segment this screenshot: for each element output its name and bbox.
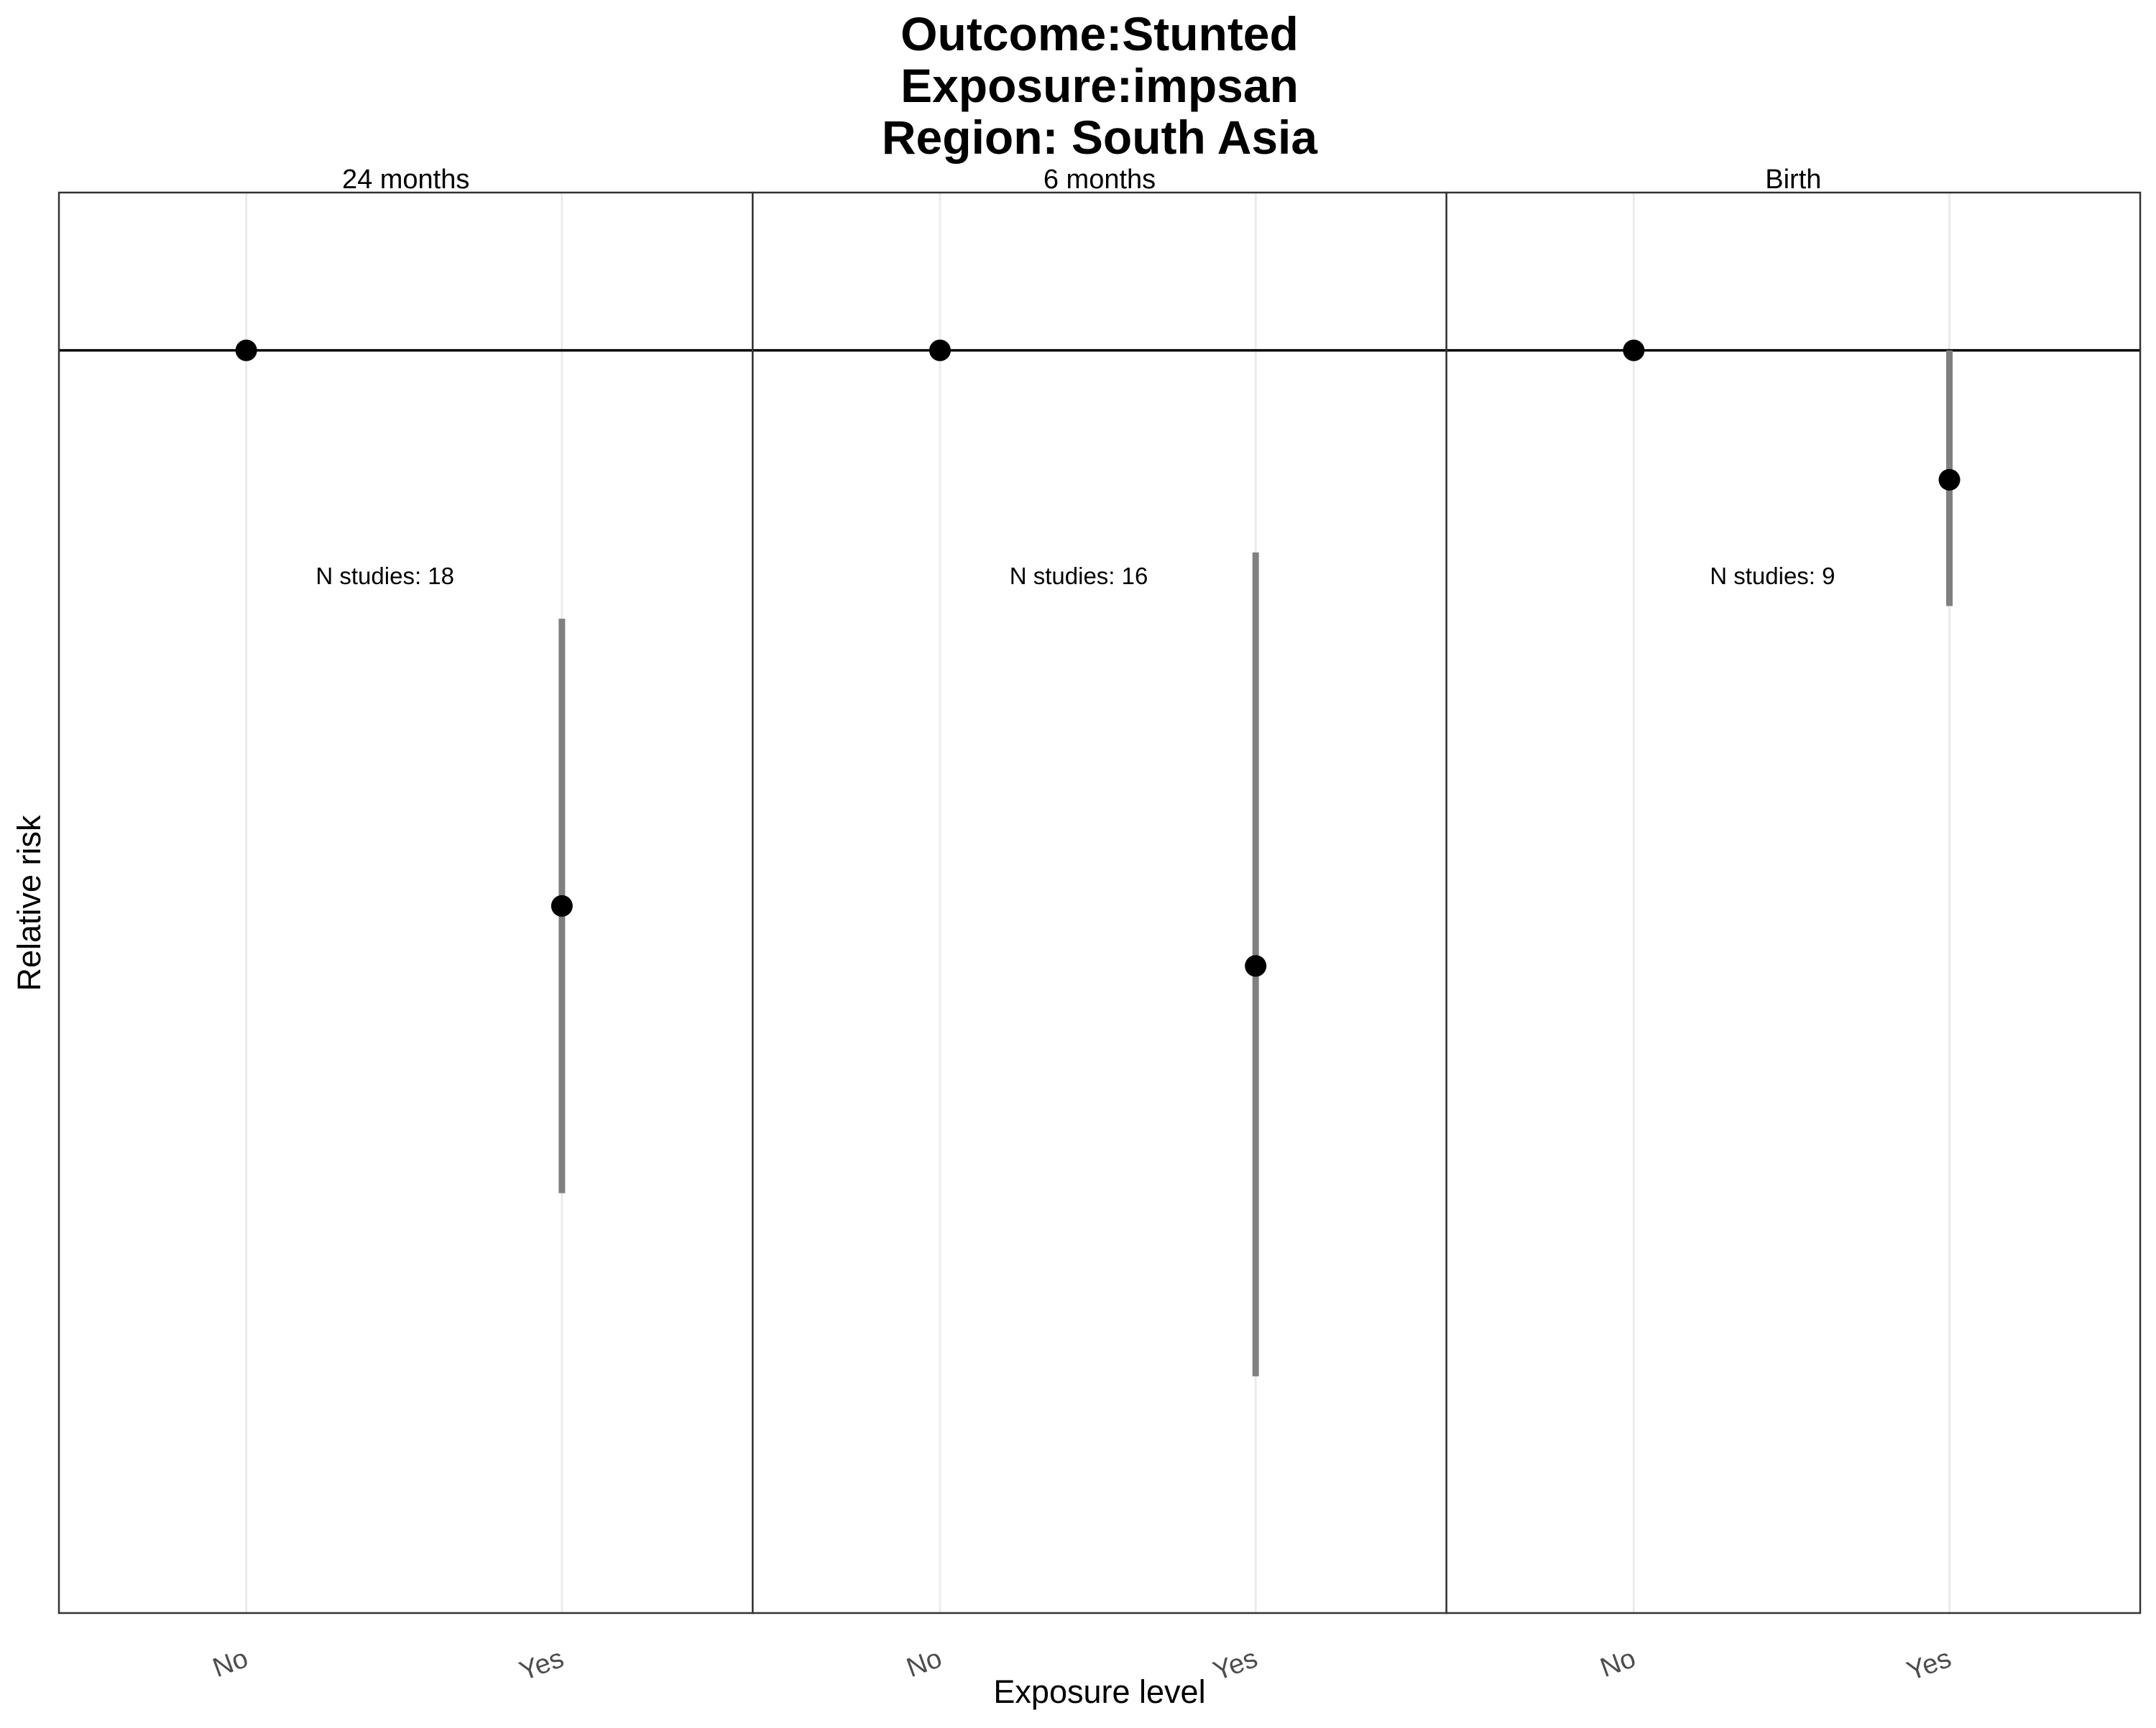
- point-estimate-no: [929, 339, 951, 361]
- point-estimate-no: [1623, 339, 1645, 361]
- facet-panel-2: 6 months N studies: 16 No Yes: [752, 165, 1447, 1687]
- point-estimate-yes: [1938, 468, 1961, 491]
- facet-strip-label: 6 months: [1044, 165, 1156, 195]
- facet-panel-3: Birth N studies: 9 No Yes: [1445, 165, 2142, 1687]
- x-tick-label-no: No: [1596, 1643, 1639, 1683]
- n-studies-label: N studies: 9: [1710, 563, 1835, 589]
- x-tick-label-yes: Yes: [515, 1643, 568, 1687]
- n-studies-label: N studies: 18: [315, 563, 454, 589]
- chart-title: Outcome:Stunted Exposure:impsan Region: …: [882, 7, 1319, 164]
- point-estimate-yes: [1245, 955, 1267, 977]
- x-tick-label-yes: Yes: [1903, 1643, 1955, 1687]
- x-tick-label-no: No: [903, 1643, 946, 1683]
- panel-background: [59, 193, 753, 1613]
- x-axis-label: Exposure level: [993, 1673, 1205, 1710]
- chart-title-line-1: Outcome:Stunted: [900, 7, 1299, 60]
- panel-background: [1446, 193, 2140, 1613]
- x-tick-label-no: No: [209, 1643, 252, 1683]
- y-axis-label: Relative risk: [11, 815, 47, 992]
- facet-strip-label: 24 months: [342, 165, 469, 195]
- point-estimate-yes: [550, 895, 573, 917]
- facet-panel-1: 24 months N studies: 18 No Yes: [57, 165, 754, 1687]
- x-tick-label-yes: Yes: [1210, 1643, 1262, 1687]
- chart-title-line-3: Region: South Asia: [882, 111, 1319, 164]
- point-estimate-no: [235, 339, 257, 361]
- facet-panels: 24 months N studies: 18 No Yes 6 months N stu…: [57, 165, 2142, 1687]
- panel-background: [752, 193, 1447, 1613]
- chart-title-line-2: Exposure:impsan: [900, 59, 1299, 112]
- n-studies-label: N studies: 16: [1010, 563, 1148, 589]
- facet-strip-label: Birth: [1765, 165, 1821, 195]
- panel-border: [1445, 191, 2142, 1614]
